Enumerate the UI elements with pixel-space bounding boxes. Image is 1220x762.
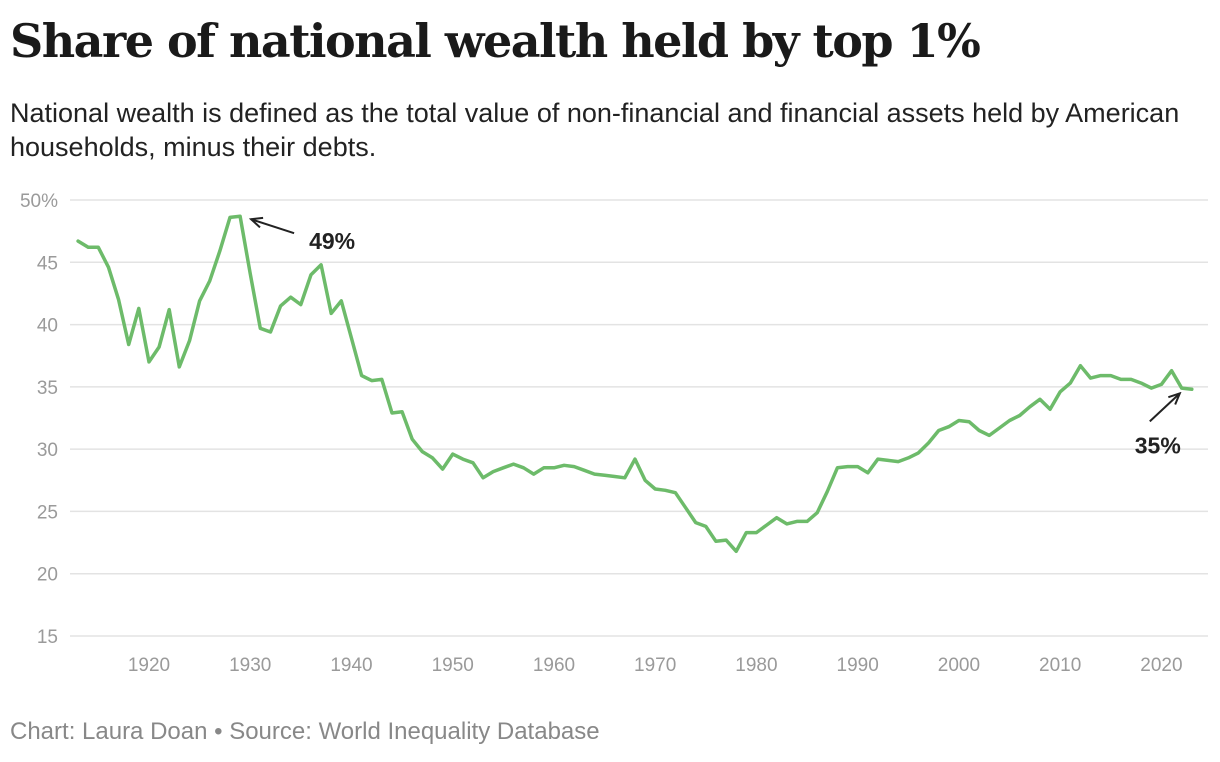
x-tick-label: 1920 [128, 655, 170, 676]
annotation-label-peak: 49% [309, 228, 355, 254]
y-axis-ticks: 50% 45 40 35 30 25 20 15 [20, 191, 58, 648]
x-tick-label: 2020 [1140, 655, 1182, 676]
y-tick-label: 40 [37, 316, 58, 337]
x-axis-ticks: 1920 1930 1940 1950 1960 1970 1980 1990 2000 2010… [128, 655, 1183, 676]
x-tick-label: 1950 [432, 655, 474, 676]
annotation-label-latest: 35% [1135, 432, 1181, 458]
y-tick-label: 45 [37, 253, 58, 274]
x-tick-label: 1970 [634, 655, 676, 676]
y-tick-label: 50% [20, 191, 58, 212]
x-tick-label: 1980 [735, 655, 777, 676]
y-tick-label: 30 [37, 440, 58, 461]
y-tick-label: 35 [37, 378, 58, 399]
x-tick-label: 1940 [330, 655, 372, 676]
x-tick-label: 2010 [1039, 655, 1081, 676]
x-tick-label: 1990 [837, 655, 879, 676]
chart-title: Share of national wealth held by top 1% [10, 14, 981, 68]
annotation-arrow-latest [1149, 393, 1180, 423]
series-line-top-1-percent [76, 214, 1194, 554]
chart-credit: Chart: Laura Doan • Source: World Inequa… [10, 718, 600, 745]
y-tick-label: 25 [37, 502, 58, 523]
gridlines [70, 199, 1208, 637]
x-tick-label: 2000 [938, 655, 980, 676]
chart-subtitle: National wealth is defined as the total … [10, 98, 1180, 162]
x-tick-label: 1960 [533, 655, 575, 676]
annotation-arrow-peak [251, 219, 295, 235]
annotations: 49% 35% [251, 219, 1181, 458]
y-tick-label: 15 [37, 627, 58, 648]
x-tick-label: 1930 [229, 655, 271, 676]
y-tick-label: 20 [37, 565, 58, 586]
